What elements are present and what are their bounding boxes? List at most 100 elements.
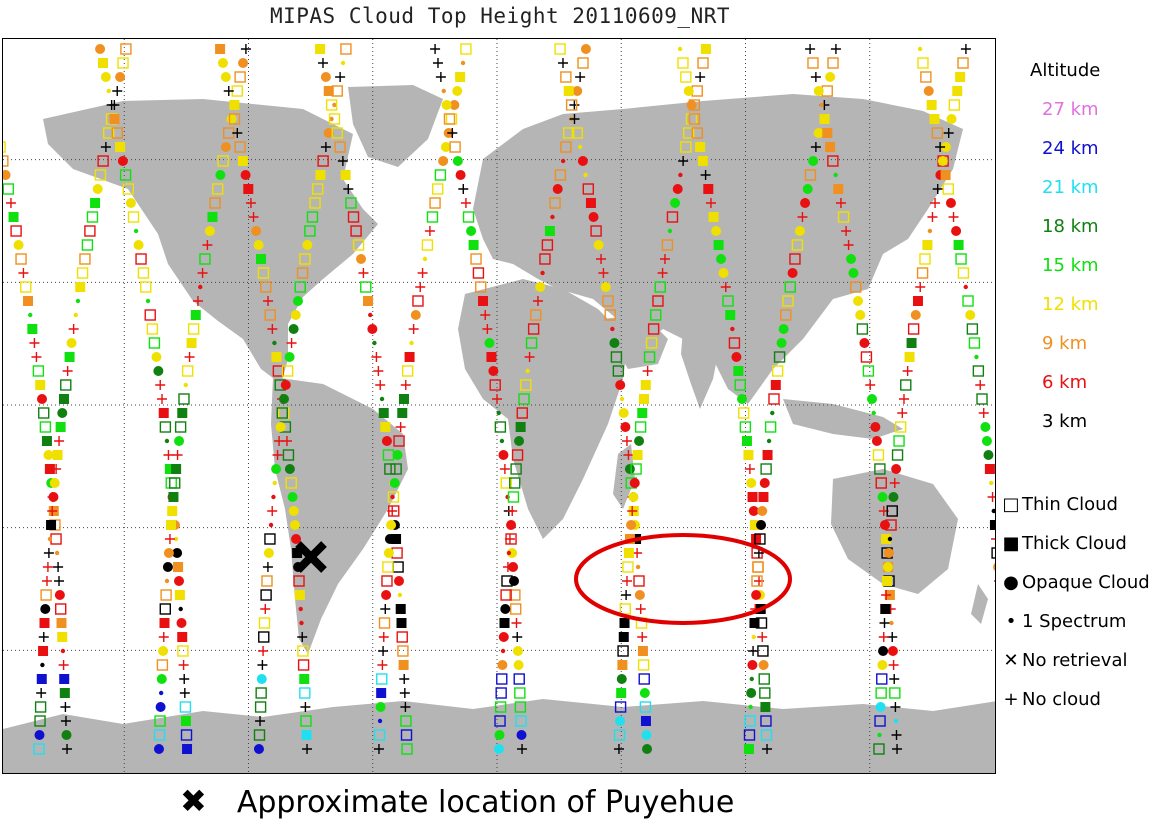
opaque-cloud-marker	[846, 254, 857, 264]
no-cloud-marker	[272, 450, 283, 460]
thin-cloud-marker	[886, 505, 898, 517]
opaque-cloud-marker	[628, 492, 639, 502]
no-cloud-marker	[430, 44, 441, 54]
opaque-cloud-marker	[287, 492, 298, 502]
thick-cloud-marker	[299, 674, 310, 684]
thin-cloud-marker	[780, 309, 792, 321]
thin-cloud-marker	[602, 295, 614, 307]
thin-cloud-marker	[181, 365, 194, 377]
thin-cloud-marker	[948, 99, 961, 111]
no-cloud-marker	[810, 142, 821, 152]
land-north-america	[43, 99, 378, 384]
thick-cloud-marker	[182, 744, 193, 754]
thin-cloud-marker	[120, 43, 132, 55]
opaque-cloud-marker	[853, 296, 864, 306]
no-cloud-marker	[994, 580, 995, 582]
opaque-cloud-marker	[871, 436, 882, 446]
no-cloud-marker	[805, 44, 816, 54]
thin-cloud-marker	[144, 309, 156, 321]
opaque-cloud-marker	[43, 450, 54, 460]
no-cloud-marker	[157, 394, 168, 404]
no-cloud-marker	[678, 156, 689, 166]
no-cloud-marker	[987, 492, 995, 502]
thick-cloud-marker	[640, 716, 651, 726]
thin-cloud-marker	[401, 743, 413, 755]
no-cloud-marker	[192, 296, 203, 306]
thin-cloud-marker	[350, 225, 362, 237]
opaque-cloud-marker	[280, 380, 291, 390]
opaque-cloud-marker	[535, 282, 546, 292]
no-cloud-marker	[623, 450, 634, 460]
opaque-cloud-marker	[580, 44, 591, 54]
opaque-cloud-marker	[13, 240, 24, 250]
thin-cloud-marker	[613, 729, 626, 741]
thin-cloud-marker	[494, 715, 506, 727]
thin-cloud-marker	[510, 463, 522, 475]
no-cloud-marker	[62, 744, 73, 754]
no-cloud-marker	[569, 114, 580, 124]
opaque-cloud-marker	[981, 436, 992, 446]
thin-cloud-marker	[432, 183, 444, 195]
thin-cloud-marker	[494, 421, 507, 433]
spectrum-marker	[550, 214, 555, 220]
spectrum-marker	[887, 536, 893, 542]
opaque-cloud-marker	[253, 240, 264, 250]
opaque-cloud-marker	[993, 563, 995, 571]
opaque-cloud-marker	[615, 716, 626, 726]
thin-cloud-marker	[900, 379, 912, 391]
thick-cloud-marker	[638, 394, 649, 404]
thin-cloud-marker	[500, 589, 512, 601]
no-cloud-marker	[335, 72, 346, 82]
thin-cloud-marker	[381, 575, 393, 587]
no-cloud-marker	[902, 366, 913, 376]
thick-cloud-marker	[618, 632, 629, 642]
spectrum-marker	[730, 326, 735, 332]
opaque-cloud-marker	[746, 688, 757, 698]
thin-cloud-marker	[647, 323, 660, 335]
land-india	[681, 329, 723, 409]
thick-cloud-marker	[881, 534, 892, 544]
thin-cloud-marker	[827, 155, 839, 167]
opaque-cloud-marker	[155, 702, 166, 712]
legend-symbol-label: No cloud	[1022, 689, 1101, 710]
thin-cloud-marker	[260, 589, 272, 601]
no-cloud-marker	[257, 660, 268, 670]
spectrum-marker	[332, 102, 337, 108]
thick-cloud-marker	[180, 716, 191, 726]
thick-cloud-marker	[23, 296, 34, 306]
opaque-cloud-marker	[133, 240, 144, 250]
opaque-cloud-marker	[275, 422, 286, 432]
thin-cloud-marker	[873, 743, 885, 755]
thin-cloud-marker	[489, 379, 501, 391]
thick-cloud-marker	[563, 86, 574, 96]
thin-cloud-marker	[254, 701, 267, 713]
no-cloud-marker	[373, 744, 384, 754]
opaque-cloud-marker	[757, 506, 768, 516]
thin-cloud-marker	[33, 743, 45, 755]
thick-cloud-marker	[749, 618, 760, 628]
thick-cloud-marker	[637, 408, 648, 418]
thin-cloud-marker	[34, 715, 46, 727]
thin-cloud-marker	[511, 449, 524, 461]
no-cloud-marker	[948, 212, 959, 222]
spectrum-marker	[298, 606, 303, 612]
thin-cloud-marker	[76, 267, 89, 279]
thin-cloud-marker	[309, 197, 321, 209]
thin-cloud-marker	[209, 197, 221, 209]
thin-cloud-marker	[509, 477, 521, 489]
thick-cloud-marker	[59, 674, 70, 684]
thick-cloud-marker	[159, 618, 170, 628]
thin-cloud-marker	[32, 365, 45, 377]
thin-cloud-marker	[837, 211, 850, 223]
no-cloud-marker	[499, 464, 510, 474]
thick-cloud-marker	[59, 688, 70, 698]
opaque-cloud-marker	[153, 366, 164, 376]
opaque-cloud-marker	[66, 338, 77, 348]
opaque-cloud-marker	[498, 450, 509, 460]
opaque-cloud-marker	[794, 226, 805, 236]
thick-cloud-marker	[207, 212, 218, 222]
thin-cloud-marker	[111, 127, 124, 139]
spectrum-marker	[525, 368, 530, 374]
no-cloud-marker	[262, 562, 273, 572]
legend: Altitude 27 km 24 km 21 km 18 km 15 km 12 km 9…	[1000, 0, 1172, 780]
